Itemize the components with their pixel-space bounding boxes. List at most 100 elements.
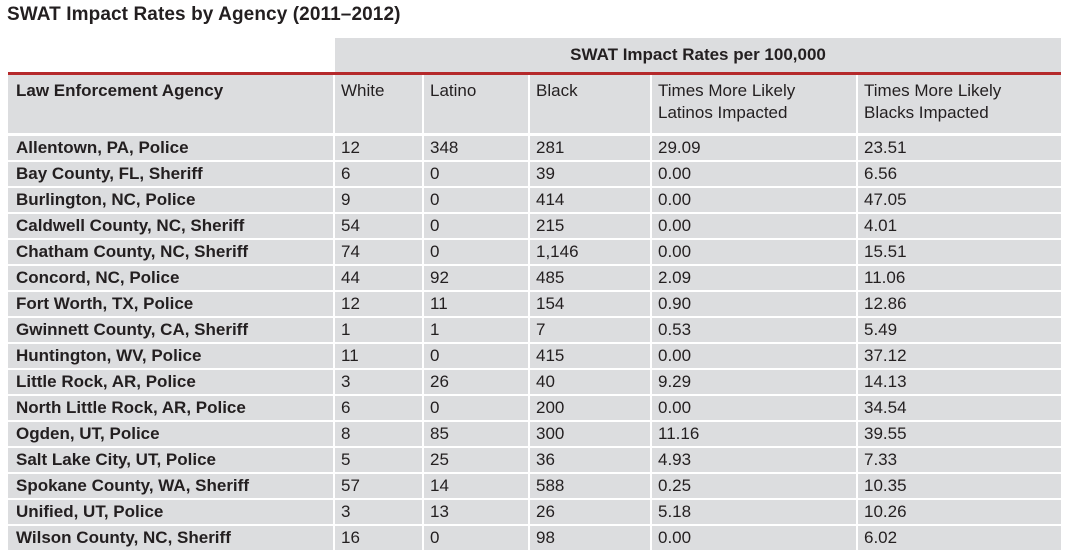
white-rate-cell: 3: [333, 370, 422, 396]
latino-ratio-cell: 0.25: [650, 474, 856, 500]
black-rate-cell: 1,146: [528, 240, 650, 266]
black-rate-cell: 36: [528, 448, 650, 474]
latino-rate-cell: 11: [422, 292, 528, 318]
black-ratio-cell: 23.51: [856, 136, 1062, 162]
table-row: Allentown, PA, Police 12 348 281 29.09 23.51: [8, 136, 1062, 162]
black-rate-cell: 26: [528, 500, 650, 526]
white-rate-cell: 57: [333, 474, 422, 500]
table-row: Concord, NC, Police 44 92 485 2.09 11.06: [8, 266, 1062, 292]
black-ratio-cell: 10.26: [856, 500, 1062, 526]
latino-rate-cell: 92: [422, 266, 528, 292]
agency-cell: Huntington, WV, Police: [8, 344, 333, 370]
agency-cell: Bay County, FL, Sheriff: [8, 162, 333, 188]
latino-ratio-cell: 0.00: [650, 344, 856, 370]
swat-impact-table: SWAT Impact Rates per 100,000 Law Enforc…: [8, 38, 1062, 552]
latino-rate-cell: 0: [422, 188, 528, 214]
table-row: Wilson County, NC, Sheriff 16 0 98 0.00 6.02: [8, 526, 1062, 552]
latino-ratio-cell: 29.09: [650, 136, 856, 162]
white-rate-cell: 6: [333, 162, 422, 188]
super-header: SWAT Impact Rates per 100,000: [333, 38, 1062, 72]
black-ratio-cell: 47.05: [856, 188, 1062, 214]
header-divider: [8, 133, 1062, 136]
table-row: Bay County, FL, Sheriff 6 0 39 0.00 6.56: [8, 162, 1062, 188]
white-rate-cell: 12: [333, 292, 422, 318]
latino-rate-cell: 0: [422, 526, 528, 552]
agency-cell: Fort Worth, TX, Police: [8, 292, 333, 318]
agency-cell: Caldwell County, NC, Sheriff: [8, 214, 333, 240]
black-rate-cell: 215: [528, 214, 650, 240]
super-header-blank: [8, 38, 333, 72]
latino-rate-cell: 85: [422, 422, 528, 448]
black-rate-cell: 40: [528, 370, 650, 396]
black-ratio-cell: 10.35: [856, 474, 1062, 500]
black-rate-cell: 414: [528, 188, 650, 214]
table-row: North Little Rock, AR, Police 6 0 200 0.00 34…: [8, 396, 1062, 422]
accent-rule: [8, 72, 1062, 75]
white-rate-cell: 8: [333, 422, 422, 448]
black-rate-cell: 154: [528, 292, 650, 318]
black-rate-cell: 39: [528, 162, 650, 188]
agency-cell: Burlington, NC, Police: [8, 188, 333, 214]
agency-cell: North Little Rock, AR, Police: [8, 396, 333, 422]
latino-ratio-cell: 11.16: [650, 422, 856, 448]
black-ratio-cell: 15.51: [856, 240, 1062, 266]
white-rate-cell: 5: [333, 448, 422, 474]
white-rate-cell: 6: [333, 396, 422, 422]
table-row: Unified, UT, Police 3 13 26 5.18 10.26: [8, 500, 1062, 526]
black-ratio-cell: 6.02: [856, 526, 1062, 552]
black-rate-cell: 281: [528, 136, 650, 162]
black-rate-cell: 7: [528, 318, 650, 344]
latino-rate-cell: 25: [422, 448, 528, 474]
white-rate-cell: 44: [333, 266, 422, 292]
column-header-row: Law Enforcement Agency White Latino Black Ti…: [8, 75, 1062, 133]
table-row: Caldwell County, NC, Sheriff 54 0 215 0.00 4.…: [8, 214, 1062, 240]
table-row: Spokane County, WA, Sheriff 57 14 588 0.25 10…: [8, 474, 1062, 500]
table-title: SWAT Impact Rates by Agency (2011–2012): [7, 4, 401, 25]
black-ratio-cell: 37.12: [856, 344, 1062, 370]
latino-rate-cell: 13: [422, 500, 528, 526]
agency-cell: Allentown, PA, Police: [8, 136, 333, 162]
latino-rate-cell: 1: [422, 318, 528, 344]
white-rate-cell: 3: [333, 500, 422, 526]
latino-rate-cell: 14: [422, 474, 528, 500]
latino-ratio-cell: 0.00: [650, 214, 856, 240]
latino-ratio-cell: 0.00: [650, 526, 856, 552]
black-ratio-cell: 5.49: [856, 318, 1062, 344]
latino-rate-cell: 0: [422, 214, 528, 240]
latino-rate-cell: 0: [422, 240, 528, 266]
latino-rate-cell: 0: [422, 162, 528, 188]
black-rate-cell: 415: [528, 344, 650, 370]
latino-ratio-cell: 2.09: [650, 266, 856, 292]
agency-cell: Concord, NC, Police: [8, 266, 333, 292]
agency-cell: Gwinnett County, CA, Sheriff: [8, 318, 333, 344]
agency-cell: Spokane County, WA, Sheriff: [8, 474, 333, 500]
latino-ratio-cell: 0.53: [650, 318, 856, 344]
white-rate-cell: 12: [333, 136, 422, 162]
black-ratio-cell: 14.13: [856, 370, 1062, 396]
black-ratio-cell: 12.86: [856, 292, 1062, 318]
latino-rate-cell: 348: [422, 136, 528, 162]
agency-cell: Ogden, UT, Police: [8, 422, 333, 448]
table-row: Huntington, WV, Police 11 0 415 0.00 37.12: [8, 344, 1062, 370]
white-rate-cell: 11: [333, 344, 422, 370]
column-header-blacks-ratio: Times More Likely Blacks Impacted: [856, 75, 1062, 133]
latino-ratio-cell: 0.00: [650, 240, 856, 266]
latino-ratio-cell: 0.00: [650, 396, 856, 422]
column-header-latino: Latino: [422, 75, 528, 133]
black-rate-cell: 485: [528, 266, 650, 292]
table-row: Salt Lake City, UT, Police 5 25 36 4.93 7.33: [8, 448, 1062, 474]
table-row: Chatham County, NC, Sheriff 74 0 1,146 0.00 1…: [8, 240, 1062, 266]
white-rate-cell: 16: [333, 526, 422, 552]
agency-cell: Wilson County, NC, Sheriff: [8, 526, 333, 552]
agency-cell: Chatham County, NC, Sheriff: [8, 240, 333, 266]
black-ratio-cell: 6.56: [856, 162, 1062, 188]
agency-cell: Salt Lake City, UT, Police: [8, 448, 333, 474]
black-ratio-cell: 39.55: [856, 422, 1062, 448]
white-rate-cell: 54: [333, 214, 422, 240]
latino-ratio-cell: 9.29: [650, 370, 856, 396]
black-ratio-cell: 34.54: [856, 396, 1062, 422]
black-rate-cell: 300: [528, 422, 650, 448]
latino-ratio-cell: 0.00: [650, 162, 856, 188]
latino-rate-cell: 26: [422, 370, 528, 396]
white-rate-cell: 9: [333, 188, 422, 214]
